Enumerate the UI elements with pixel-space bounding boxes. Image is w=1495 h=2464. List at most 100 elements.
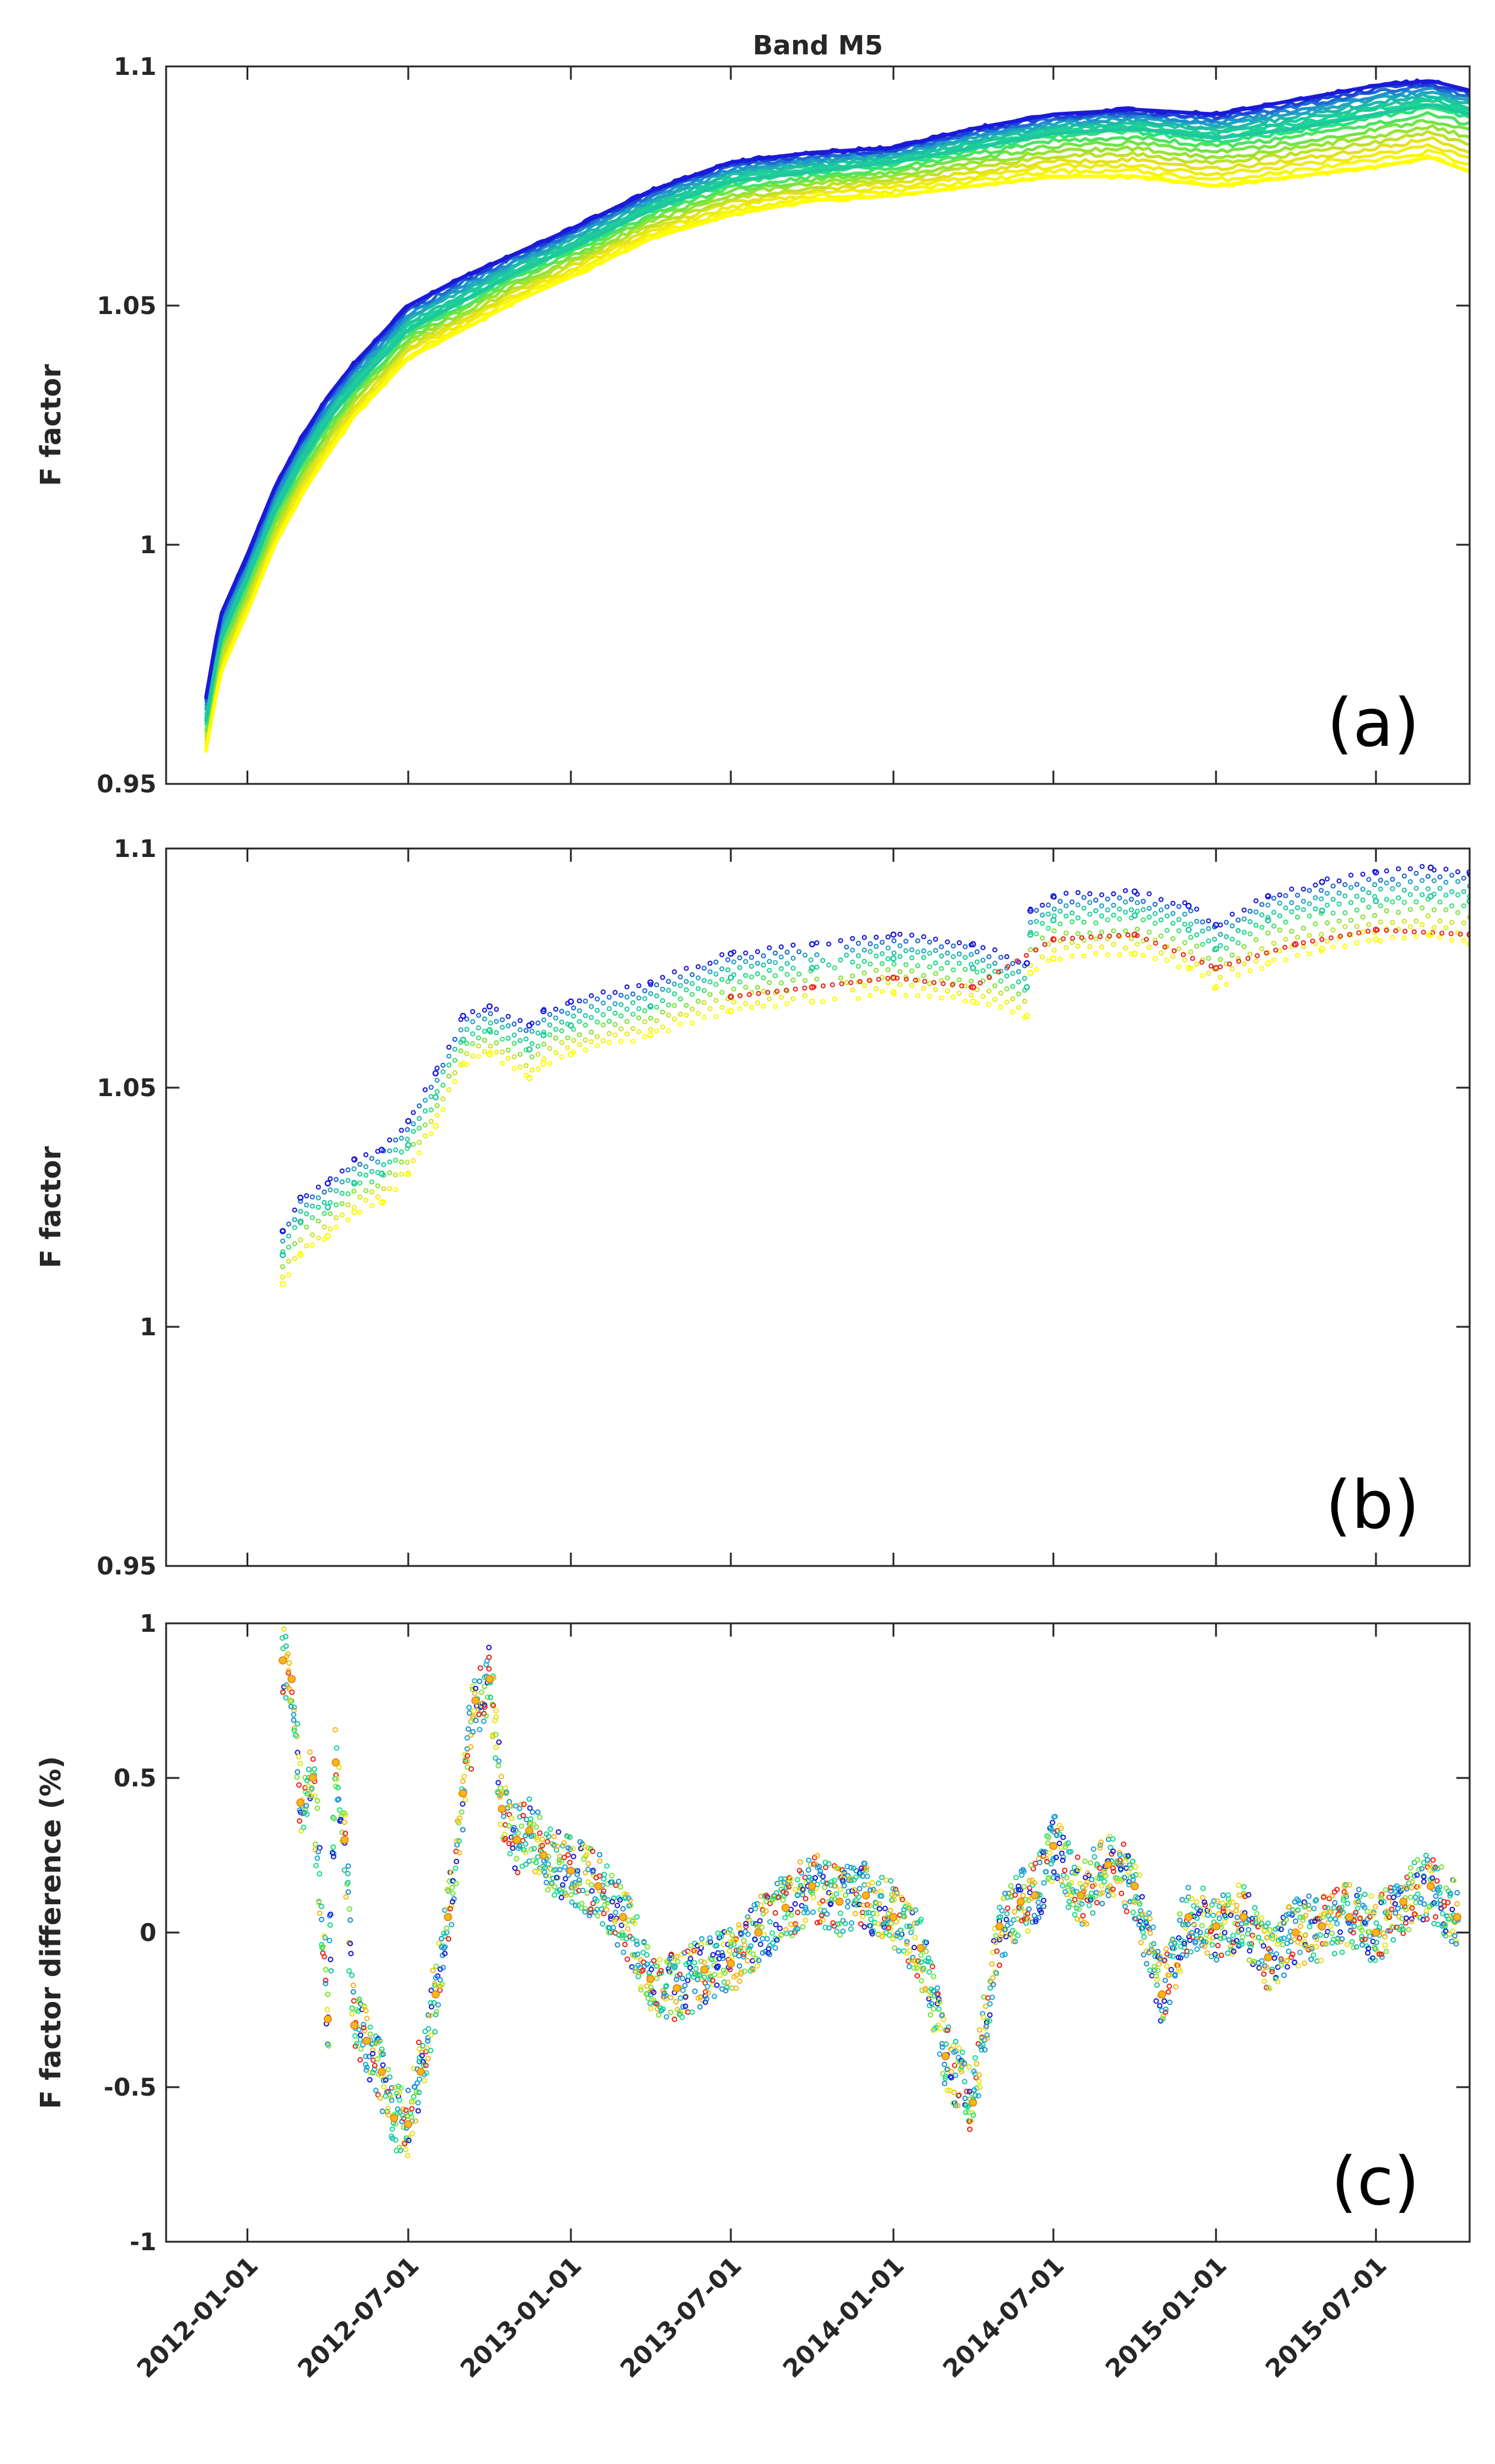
data-point: [428, 1085, 434, 1090]
data-point: [886, 1925, 892, 1931]
series-point-detector-red: [1273, 948, 1279, 953]
data-point: [1288, 1954, 1294, 1960]
data-point: [1360, 929, 1366, 935]
data-point: [634, 1938, 640, 1944]
data-point: [1117, 952, 1122, 958]
data-point: [878, 1893, 885, 1899]
data-point: [687, 1955, 693, 1962]
data-point: [1082, 1858, 1088, 1864]
data-point: [1354, 882, 1360, 887]
data-point: [1455, 892, 1461, 898]
data-point: [315, 1184, 321, 1190]
data-point: [1123, 910, 1128, 915]
data-point: [927, 993, 933, 999]
data-point: [449, 1899, 455, 1905]
data-point: [1448, 1939, 1455, 1945]
series-point-difference-median: [296, 1798, 305, 1807]
data-point: [1310, 1952, 1317, 1958]
data-point: [948, 2074, 954, 2081]
data-point: [548, 1880, 555, 1887]
data-point: [425, 2056, 431, 2062]
data-point: [904, 1939, 910, 1945]
data-point: [1133, 1864, 1139, 1870]
data-point: [1063, 891, 1069, 896]
series-point-detector-red: [738, 993, 743, 998]
data-point: [1202, 1902, 1208, 1908]
data-point: [1069, 919, 1075, 925]
data-point: [1259, 912, 1265, 918]
data-point: [909, 932, 915, 938]
data-point: [403, 2146, 409, 2152]
data-point: [470, 1713, 476, 1719]
data-point: [411, 1129, 416, 1134]
data-point: [953, 2102, 959, 2108]
data-point: [1163, 1946, 1169, 1952]
data-point: [1201, 1899, 1207, 1905]
data-point: [1128, 1865, 1134, 1871]
data-point: [844, 952, 849, 958]
data-point: [370, 2047, 376, 2053]
data-point: [286, 1221, 292, 1227]
data-point: [1211, 1898, 1217, 1904]
data-point: [1401, 887, 1407, 893]
data-point: [381, 1162, 387, 1167]
data-point: [1295, 1907, 1301, 1913]
data-point: [1366, 922, 1372, 928]
data-point: [339, 1829, 346, 1835]
series-point-detector-red: [867, 978, 872, 983]
data-point: [313, 1862, 319, 1869]
data-point: [914, 1920, 921, 1926]
data-point: [588, 1039, 594, 1045]
data-point: [745, 1958, 751, 1964]
series-point-difference-median: [1453, 1913, 1462, 1922]
data-point: [1155, 1948, 1161, 1955]
data-point: [465, 1758, 471, 1764]
data-point: [1354, 893, 1360, 899]
series-point-detector-lower: [1027, 969, 1034, 977]
series-point-detector-middle: [378, 1170, 385, 1177]
data-point: [416, 1150, 422, 1156]
series-point-detector-red: [727, 993, 735, 1000]
data-point: [937, 2026, 944, 2032]
data-point: [333, 1745, 340, 1751]
data-point: [750, 1967, 756, 1973]
data-point: [636, 1029, 641, 1035]
data-point: [1013, 1875, 1019, 1881]
data-point: [909, 955, 915, 961]
data-point: [764, 1892, 770, 1899]
data-point: [399, 1128, 404, 1133]
data-point: [1278, 1927, 1284, 1933]
data-point: [727, 1948, 733, 1954]
data-point: [1273, 1926, 1279, 1933]
data-point: [701, 966, 707, 971]
data-point: [1114, 1878, 1120, 1884]
data-point: [1334, 1939, 1340, 1945]
data-point: [741, 1951, 747, 1957]
data-point: [1461, 920, 1467, 926]
series-point-difference-median: [861, 1891, 870, 1900]
panel-a-y-axis-label: F factor: [34, 364, 67, 486]
series-point-difference-median: [646, 1975, 655, 1983]
data-point: [1272, 1934, 1278, 1940]
data-point: [992, 1939, 998, 1945]
data-point: [1340, 1897, 1346, 1903]
series-point-detector-middle: [432, 1094, 439, 1101]
data-point: [719, 990, 725, 995]
data-point: [1041, 1904, 1047, 1910]
data-point: [779, 980, 784, 986]
data-point: [1218, 1952, 1224, 1959]
data-point: [405, 1127, 410, 1132]
data-point: [850, 959, 855, 965]
data-point: [348, 1951, 354, 1957]
data-point: [1374, 1920, 1380, 1926]
data-point: [738, 1948, 744, 1954]
data-point: [554, 1843, 561, 1849]
data-point: [583, 1037, 588, 1043]
data-point: [1259, 966, 1265, 971]
data-point: [609, 1873, 615, 1879]
data-point: [434, 1065, 440, 1071]
data-point: [1073, 1888, 1080, 1895]
data-point: [632, 1920, 638, 1926]
